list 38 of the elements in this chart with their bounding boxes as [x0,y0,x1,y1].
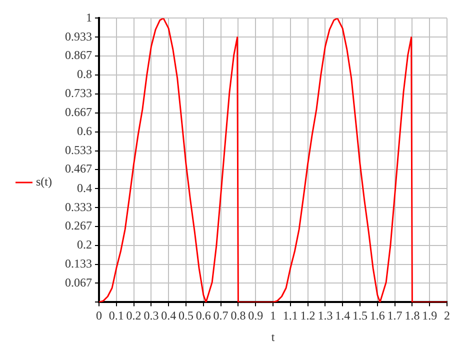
legend-label: s(t) [36,174,52,189]
y-tick-label: 0.933 [64,29,92,44]
y-tick-label: 0.067 [64,275,92,290]
x-tick-label: 1.5 [352,308,368,323]
x-tick-label: 1.2 [300,308,316,323]
y-tick-label: 0.4 [76,180,92,195]
x-tick-label: 1.3 [318,308,333,323]
y-tick-label: 0.533 [64,142,92,157]
x-tick-label: 0.9 [248,308,264,323]
y-tick-label: 0.733 [64,86,92,100]
x-tick-label: 1.9 [422,308,438,323]
y-tick-label: 0.267 [64,218,92,233]
y-tick-label: 0.2 [76,238,92,252]
y-tick-label: 0.867 [64,48,92,62]
x-tick-label: 1.6 [370,308,385,323]
x-tick-label: 0.4 [161,308,176,323]
x-tick-label: 2 [444,308,450,323]
x-axis-title: t [271,330,276,344]
x-tick-label: 1.8 [404,308,420,323]
x-tick-label: 1.4 [335,308,350,323]
y-tick-label: 0.8 [76,67,92,82]
y-tick-label: 0.333 [64,200,92,214]
y-tick-label: 0.6 [76,124,92,138]
x-tick-label: 0.8 [230,308,246,323]
x-tick-label: 1.1 [282,308,298,323]
x-tick-label: 0.6 [196,308,211,323]
y-tick-label: 0.133 [64,256,92,271]
x-tick-label: 0.2 [126,308,142,323]
y-tick-label: 1 [86,10,92,24]
x-tick-label: 1 [270,308,276,323]
y-tick-label: 0.667 [64,104,92,119]
x-tick-label: 0.1 [108,308,124,323]
x-tick-label: 0.3 [144,308,159,323]
x-tick-label: 0.7 [213,308,228,323]
x-tick-label: 0 [96,308,102,323]
x-tick-label: 1.7 [387,308,402,323]
x-tick-label: 0.5 [178,308,194,323]
y-tick-label: 0.467 [64,162,92,176]
